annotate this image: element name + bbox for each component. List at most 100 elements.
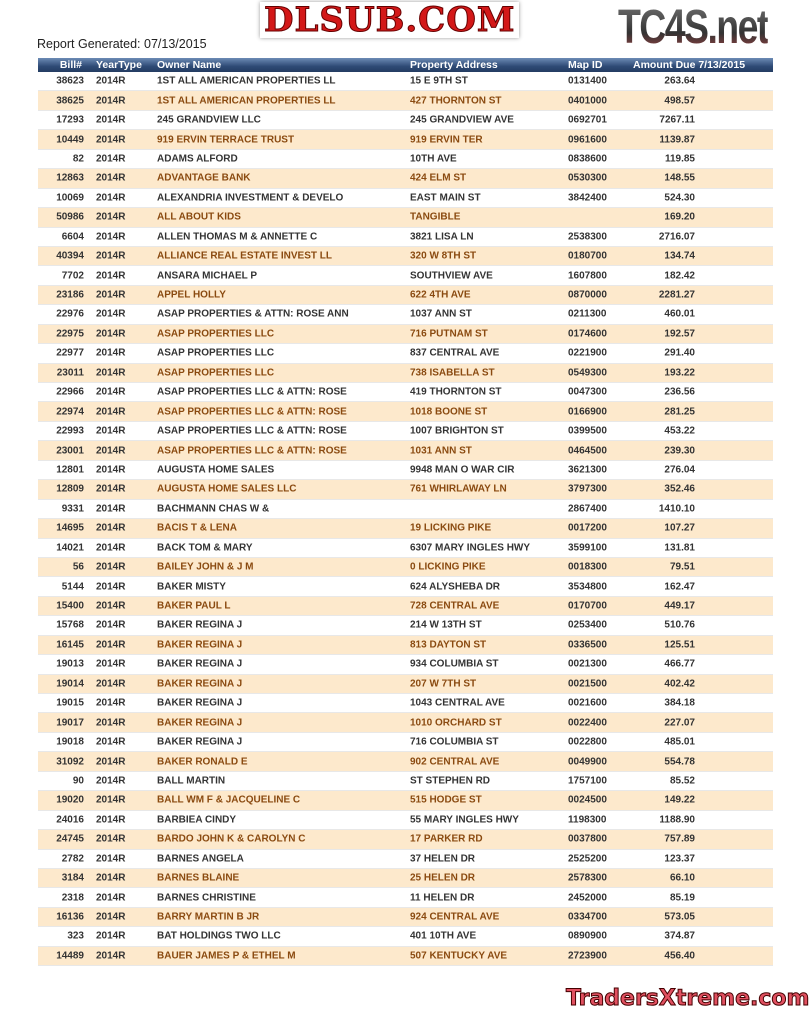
cell-mapid: 0253400: [568, 619, 607, 631]
cell-yeartype: 2014R: [96, 464, 126, 476]
cell-address: 728 CENTRAL AVE: [410, 600, 500, 612]
table-row: 14695 2014R BACIS T & LENA 19 LICKING PIKE 0…: [38, 519, 773, 539]
table-row: 24745 2014R BARDO JOHN K & CAROLYN C 17 PAR…: [38, 830, 773, 850]
cell-mapid: 1757100: [568, 775, 607, 787]
cell-amount: 236.56: [664, 386, 695, 398]
table-row: 19014 2014R BAKER REGINA J 207 W 7TH ST 0021…: [38, 674, 773, 694]
cell-bill: 7702: [61, 270, 84, 282]
cell-amount: 123.37: [664, 853, 695, 865]
cell-owner: 1ST ALL AMERICAN PROPERTIES LL: [157, 95, 336, 107]
cell-address: 214 W 13TH ST: [410, 619, 482, 631]
cell-mapid: 3621300: [568, 464, 607, 476]
cell-address: 10TH AVE: [410, 153, 457, 165]
cell-mapid: 1198300: [568, 814, 607, 826]
cell-owner: 919 ERVIN TERRACE TRUST: [157, 134, 295, 146]
cell-bill: 12863: [56, 172, 84, 184]
cell-amount: 239.30: [664, 445, 695, 457]
cell-address: 1018 BOONE ST: [410, 406, 488, 418]
cell-bill: 15400: [56, 600, 84, 612]
cell-address: 1031 ANN ST: [410, 445, 472, 457]
cell-bill: 15768: [56, 619, 84, 631]
cell-address: 622 4TH AVE: [410, 289, 471, 301]
cell-owner: BAKER REGINA J: [157, 658, 243, 670]
table-row: 6604 2014R ALLEN THOMAS M & ANNETTE C 3821 …: [38, 228, 773, 247]
table-row: 23001 2014R ASAP PROPERTIES LLC & ATTN: RO…: [38, 441, 773, 461]
cell-mapid: 0021500: [568, 678, 607, 690]
cell-owner: ASAP PROPERTIES LLC & ATTN: ROSE: [157, 445, 347, 457]
cell-yeartype: 2014R: [96, 445, 126, 457]
cell-mapid: 0037800: [568, 833, 607, 845]
cell-amount: 85.52: [669, 775, 695, 787]
cell-owner: BALL MARTIN: [157, 775, 226, 787]
cell-owner: BAKER REGINA J: [157, 717, 243, 729]
cell-address: 924 CENTRAL AVE: [410, 911, 500, 923]
cell-owner: BAKER MISTY: [157, 581, 226, 593]
col-amount: Amount Due 7/13/2015: [633, 59, 746, 71]
cell-bill: 22976: [56, 308, 84, 320]
cell-owner: ASAP PROPERTIES & ATTN: ROSE ANN: [157, 308, 349, 320]
cell-address: 837 CENTRAL AVE: [410, 347, 500, 359]
table-row: 5144 2014R BAKER MISTY 624 ALYSHEBA DR 35348…: [38, 577, 773, 597]
cell-owner: BAT HOLDINGS TWO LLC: [157, 930, 281, 942]
table-row: 38623 2014R 1ST ALL AMERICAN PROPERTIES LL…: [38, 72, 773, 92]
cell-owner: ADAMS ALFORD: [157, 153, 238, 165]
cell-owner: ADVANTAGE BANK: [157, 172, 251, 184]
cell-mapid: 3534800: [568, 581, 607, 593]
table-row: 15400 2014R BAKER PAUL L 728 CENTRAL AVE 017…: [38, 596, 773, 617]
cell-address: 738 ISABELLA ST: [410, 367, 495, 379]
cell-address: 761 WHIRLAWAY LN: [410, 483, 507, 495]
cell-owner: ALEXANDRIA INVESTMENT & DEVELO: [157, 192, 344, 204]
table-row: 10449 2014R 919 ERVIN TERRACE TRUST 919 ERV…: [38, 130, 773, 150]
cell-address: 507 KENTUCKY AVE: [410, 950, 508, 962]
cell-bill: 16145: [56, 639, 84, 651]
cell-address: 902 CENTRAL AVE: [410, 756, 500, 768]
cell-address: 934 COLUMBIA ST: [410, 658, 499, 670]
cell-address: 207 W 7TH ST: [410, 678, 477, 690]
cell-address: 19 LICKING PIKE: [410, 522, 492, 534]
cell-owner: BAKER REGINA J: [157, 697, 243, 709]
cell-address: 424 ELM ST: [410, 172, 467, 184]
cell-mapid: 0464500: [568, 445, 607, 457]
cell-owner: ASAP PROPERTIES LLC & ATTN: ROSE: [157, 386, 347, 398]
cell-address: 716 COLUMBIA ST: [410, 736, 499, 748]
cell-address: 0 LICKING PIKE: [410, 561, 486, 573]
cell-amount: 107.27: [664, 522, 695, 534]
cell-yeartype: 2014R: [96, 386, 126, 398]
cell-bill: 19018: [56, 736, 84, 748]
cell-address: 716 PUTNAM ST: [410, 328, 488, 340]
cell-amount: 460.01: [664, 308, 695, 320]
col-bill: Bill#: [59, 59, 82, 71]
cell-amount: 384.18: [664, 697, 695, 709]
cell-owner: BAKER RONALD E: [157, 756, 248, 768]
cell-address: 55 MARY INGLES HWY: [410, 814, 519, 826]
cell-address: 245 GRANDVIEW AVE: [410, 114, 514, 126]
cell-bill: 19017: [56, 717, 84, 729]
cell-bill: 40394: [56, 250, 84, 262]
cell-bill: 38625: [56, 95, 84, 107]
cell-owner: BACIS T & LENA: [157, 522, 237, 534]
cell-owner: BAUER JAMES P & ETHEL M: [157, 950, 296, 962]
cell-yeartype: 2014R: [96, 872, 126, 884]
cell-mapid: 0336500: [568, 639, 607, 651]
cell-amount: 169.20: [664, 211, 695, 223]
table-row: 38625 2014R 1ST ALL AMERICAN PROPERTIES LL…: [38, 91, 773, 111]
cell-owner: ASAP PROPERTIES LLC & ATTN: ROSE: [157, 406, 347, 418]
cell-mapid: 0047300: [568, 386, 607, 398]
table-row: 22976 2014R ASAP PROPERTIES & ATTN: ROSE A…: [38, 305, 773, 325]
tradersxtreme-watermark: TradersXtreme.com: [565, 986, 810, 1012]
cell-yeartype: 2014R: [96, 367, 126, 379]
cell-amount: 485.01: [664, 736, 695, 748]
table-row: 2782 2014R BARNES ANGELA 37 HELEN DR 2525200…: [38, 850, 773, 869]
cell-bill: 10449: [56, 134, 84, 146]
cell-amount: 79.51: [669, 561, 695, 573]
table-row: 12863 2014R ADVANTAGE BANK 424 ELM ST 053030…: [38, 169, 773, 189]
cell-bill: 22974: [56, 406, 84, 418]
cell-yeartype: 2014R: [96, 347, 126, 359]
cell-address: 320 W 8TH ST: [410, 250, 477, 262]
cell-mapid: 2538300: [568, 231, 607, 243]
cell-mapid: 0221900: [568, 347, 607, 359]
cell-address: 1010 ORCHARD ST: [410, 717, 502, 729]
cell-owner: BAKER REGINA J: [157, 639, 243, 651]
cell-owner: BAKER PAUL L: [157, 600, 231, 612]
cell-amount: 148.55: [664, 172, 695, 184]
